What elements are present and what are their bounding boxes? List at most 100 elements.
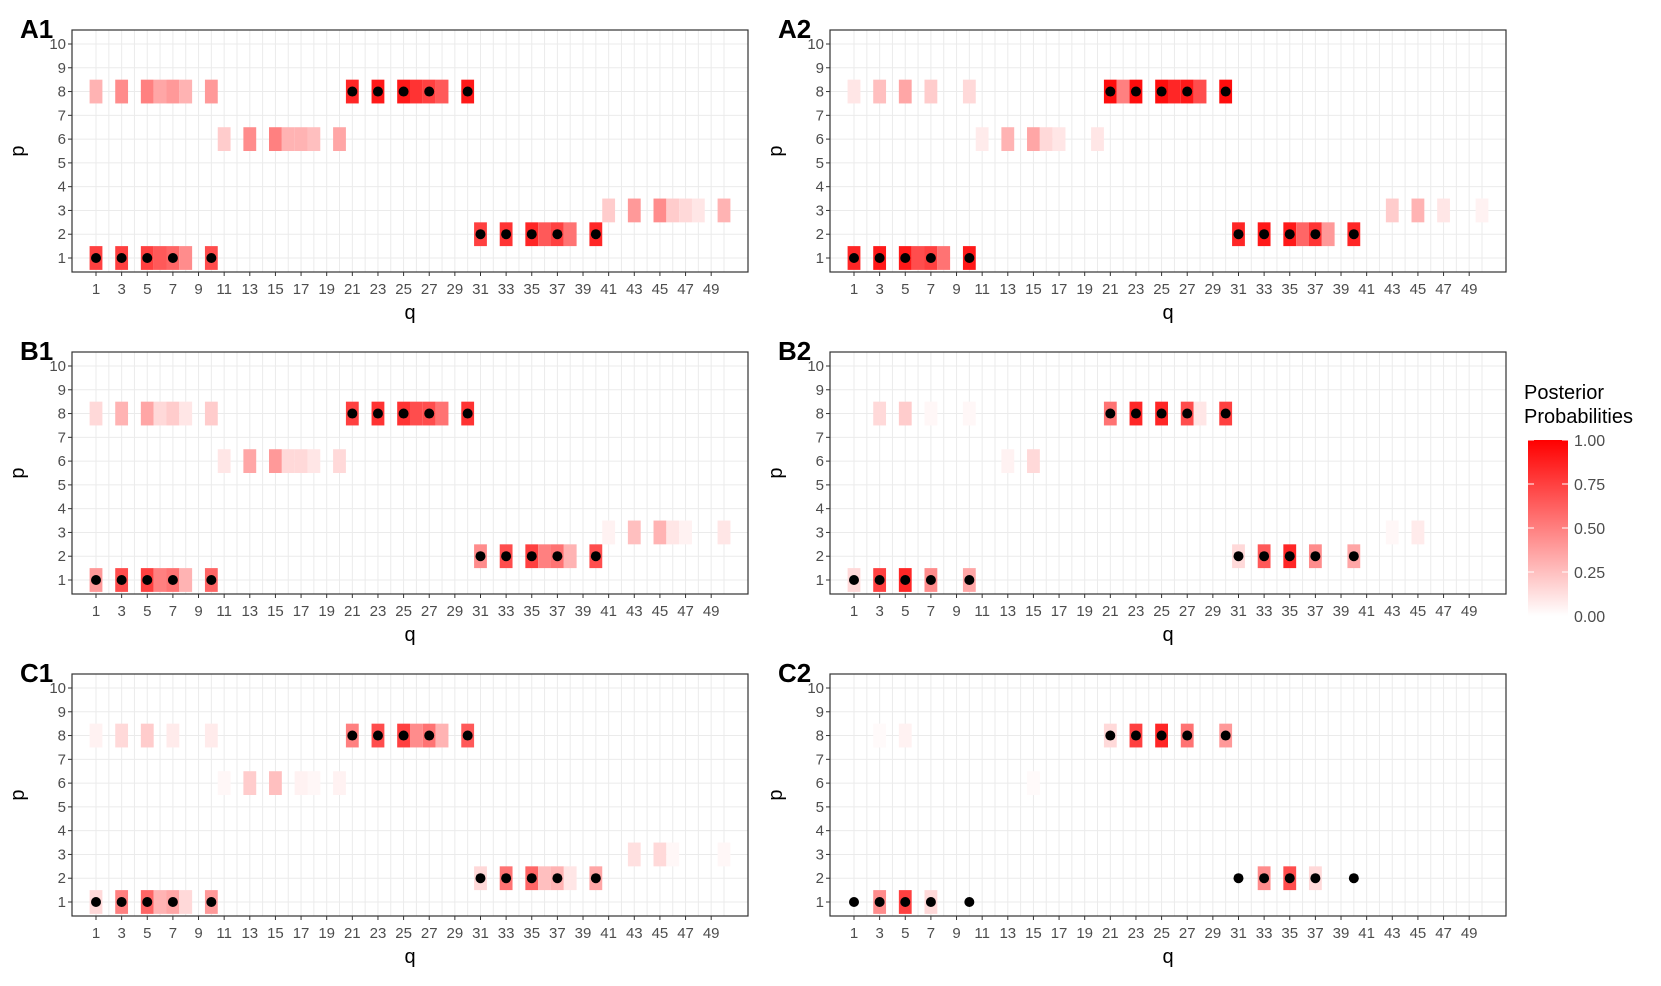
x-tick-label: 15 [267, 603, 284, 620]
x-tick-label: 15 [1025, 603, 1042, 620]
y-axis-label: p [765, 145, 787, 156]
data-point [167, 575, 178, 585]
x-axis-label: q [1162, 624, 1173, 646]
y-ticks: 1 2 3 4 5 6 7 8 9 10 [807, 680, 830, 911]
legend: Posterior Probabilities 1.00 0.75 0.50 0.25… [1524, 382, 1633, 626]
x-tick-label: 7 [169, 925, 177, 942]
x-tick-label: 33 [498, 925, 515, 942]
plot-border [829, 351, 1507, 595]
x-tick-label: 11 [216, 603, 232, 620]
data-point [1220, 86, 1231, 97]
x-tick-label: 35 [1281, 603, 1298, 620]
heatmap-cell [410, 79, 423, 104]
heatmap-cell [281, 127, 295, 151]
panel-label: C2 [778, 658, 811, 688]
x-tick-label: 35 [1281, 281, 1298, 298]
data-point [424, 86, 435, 97]
data-point [91, 575, 101, 585]
data-point [1182, 86, 1193, 97]
heatmap-cell [333, 771, 346, 795]
heatmap-cell [243, 127, 257, 151]
y-tick-label: 4 [816, 823, 824, 840]
data-point [372, 86, 383, 97]
x-tick-label: 35 [1281, 925, 1298, 942]
data-point [1259, 873, 1270, 884]
data-point [206, 897, 217, 907]
data-point [501, 229, 512, 240]
y-tick-label: 8 [58, 728, 66, 745]
heatmap-cell [563, 544, 577, 569]
data-point [501, 873, 512, 884]
y-tick-label: 10 [49, 680, 66, 697]
x-tick-label: 1 [850, 603, 858, 620]
x-tick-label: 29 [1205, 281, 1222, 298]
data-point [91, 897, 101, 907]
x-ticks: 1 3 5 7 9 11 13 15 17 19 21 23 25 27 29 31 33 35 37 39 41 43 4… [92, 272, 720, 298]
y-tick-label: 9 [816, 60, 824, 77]
heatmap-cell [563, 222, 577, 247]
y-axis-label: p [7, 789, 29, 800]
x-tick-label: 35 [523, 925, 540, 942]
data-point [91, 253, 101, 263]
x-tick-label: 27 [421, 281, 438, 298]
x-tick-label: 11 [216, 925, 232, 942]
y-tick-label: 6 [58, 131, 66, 148]
heatmap-cell [538, 866, 551, 891]
data-point [964, 575, 975, 585]
y-tick-label: 3 [58, 846, 66, 863]
data-point [167, 897, 178, 907]
heatmap-cell [538, 222, 551, 247]
data-point [167, 253, 178, 263]
x-tick-label: 17 [293, 281, 310, 298]
data-point [1105, 86, 1116, 97]
x-tick-label: 41 [1358, 281, 1375, 298]
x-tick-label: 41 [600, 925, 617, 942]
x-tick-label: 43 [1384, 603, 1401, 620]
panel-label: B1 [20, 336, 53, 366]
data-point [1105, 730, 1116, 741]
x-ticks: 1 3 5 7 9 11 13 15 17 19 21 23 25 27 29 31 33 35 37 39 41 43 4… [92, 916, 720, 942]
y-tick-label: 7 [58, 429, 66, 446]
data-point [116, 253, 127, 263]
heatmap-cell [179, 890, 193, 914]
heatmap-cell [435, 723, 449, 748]
heatmap-cell [937, 246, 951, 270]
heatmap-cell [333, 449, 346, 473]
data-point [1233, 229, 1244, 240]
data-point [1105, 408, 1116, 419]
legend-tick-label: 1.00 [1574, 433, 1605, 450]
y-axis-label: p [7, 145, 29, 156]
x-tick-label: 47 [677, 281, 694, 298]
x-tick-label: 29 [447, 925, 464, 942]
y-tick-label: 2 [816, 548, 824, 565]
plot-border [829, 29, 1507, 273]
y-tick-label: 1 [58, 894, 66, 911]
heatmap-cell [294, 127, 308, 151]
heatmap-cell [1193, 79, 1207, 104]
x-tick-label: 43 [1384, 281, 1401, 298]
data-point [849, 253, 859, 263]
heatmap-cell [962, 401, 976, 426]
plot-background [830, 352, 1506, 594]
y-tick-label: 1 [58, 572, 66, 589]
x-tick-label: 19 [318, 281, 335, 298]
data-point [925, 897, 936, 907]
heatmap-cell [166, 723, 180, 748]
x-tick-label: 25 [395, 281, 412, 298]
legend-tick-label: 0.25 [1574, 565, 1605, 582]
x-ticks: 1 3 5 7 9 11 13 15 17 19 21 23 25 27 29 31 33 35 37 39 41 43 4… [850, 594, 1478, 620]
heatmap-cell [1437, 198, 1450, 223]
data-point [900, 253, 911, 263]
x-tick-label: 37 [549, 925, 566, 942]
plot-background [72, 30, 748, 272]
x-tick-label: 45 [652, 603, 669, 620]
x-ticks: 1 3 5 7 9 11 13 15 17 19 21 23 25 27 29 31 33 35 37 39 41 43 4… [850, 916, 1478, 942]
data-point [1233, 551, 1244, 562]
y-ticks: 1 2 3 4 5 6 7 8 9 10 [807, 36, 830, 267]
heatmap-cell [217, 127, 231, 151]
x-tick-label: 3 [875, 603, 883, 620]
x-tick-label: 37 [1307, 925, 1324, 942]
y-tick-label: 5 [58, 155, 66, 172]
